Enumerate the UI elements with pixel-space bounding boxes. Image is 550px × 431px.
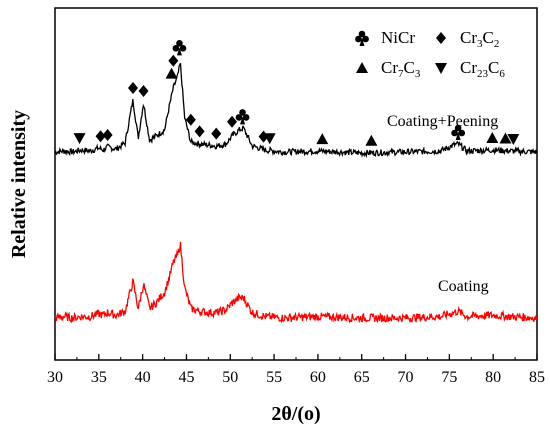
legend: NiCr Cr3C2 Cr7C3 Cr23C6 bbox=[355, 28, 505, 80]
peak-marker-diamond-2 bbox=[102, 129, 113, 141]
x-tick-label: 45 bbox=[178, 369, 194, 386]
legend-item-cr3c2: Cr3C2 bbox=[436, 28, 499, 50]
series-layer bbox=[54, 62, 538, 324]
legend-item-cr23c6: Cr23C6 bbox=[435, 58, 505, 80]
peak-marker-diamond-6 bbox=[168, 54, 179, 67]
triangle-up-icon bbox=[356, 62, 368, 73]
peak-marker-diamond-1 bbox=[95, 130, 106, 143]
peak-marker-diamond-10 bbox=[211, 127, 222, 140]
peak-marker-triangle-down-14 bbox=[263, 133, 276, 145]
annotation-coating: Coating bbox=[438, 278, 489, 295]
legend-item-cr7c3: Cr7C3 bbox=[356, 58, 421, 80]
legend-label-cr3c2: Cr3C2 bbox=[460, 28, 499, 50]
x-tick-label: 75 bbox=[441, 369, 457, 386]
x-tick-label: 55 bbox=[266, 369, 282, 386]
peak-marker-triangle-up-5 bbox=[165, 67, 178, 79]
legend-symbol-diamond bbox=[436, 32, 446, 44]
club-icon bbox=[355, 30, 369, 46]
peak-marker-triangle-down-0 bbox=[73, 133, 86, 145]
peak-marker-layer bbox=[73, 40, 520, 146]
x-tick-label: 65 bbox=[354, 369, 370, 386]
x-tick-label: 80 bbox=[485, 369, 501, 386]
x-tick-label: 30 bbox=[47, 369, 63, 386]
series-line-coating bbox=[54, 241, 538, 324]
legend-symbol-club bbox=[355, 30, 369, 46]
peak-marker-triangle-down-20 bbox=[507, 134, 520, 145]
x-tick-label: 50 bbox=[222, 369, 238, 386]
peak-marker-club-7 bbox=[172, 40, 187, 56]
diamond-icon bbox=[436, 32, 446, 44]
peak-marker-diamond-4 bbox=[138, 85, 149, 97]
peak-marker-triangle-up-19 bbox=[499, 132, 512, 144]
peak-marker-club-12 bbox=[235, 109, 250, 125]
annotation-coating-peening: Coating+Peening bbox=[387, 113, 498, 130]
x-tick-label: 60 bbox=[310, 369, 326, 386]
series-line-coating-peening bbox=[54, 62, 538, 159]
x-tick-label: 35 bbox=[91, 369, 107, 386]
x-tick-label: 40 bbox=[135, 369, 151, 386]
legend-label-cr23c6: Cr23C6 bbox=[460, 58, 505, 80]
triangle-down-icon bbox=[435, 63, 447, 74]
legend-symbol-triangle-up bbox=[356, 62, 368, 73]
x-tick-label: 70 bbox=[398, 369, 414, 386]
peak-marker-diamond-11 bbox=[227, 115, 238, 128]
peak-marker-diamond-3 bbox=[127, 82, 138, 94]
x-tick-label: 85 bbox=[529, 369, 545, 386]
peak-marker-diamond-9 bbox=[194, 125, 205, 138]
peak-marker-club-17 bbox=[451, 124, 466, 140]
peak-marker-diamond-8 bbox=[185, 113, 196, 126]
legend-item-nicr: NiCr bbox=[355, 28, 415, 47]
legend-label-nicr: NiCr bbox=[381, 28, 415, 47]
peak-marker-triangle-up-18 bbox=[486, 132, 499, 144]
x-axis-title: 2θ/(o) bbox=[271, 403, 320, 425]
peak-marker-triangle-up-16 bbox=[365, 134, 378, 146]
legend-symbol-triangle-down bbox=[435, 63, 447, 74]
y-axis-title: Relative intensity bbox=[8, 110, 30, 258]
x-axis-ticks: 30 35 40 45 50 55 60 65 70 75 80 85 bbox=[47, 354, 545, 386]
legend-label-cr7c3: Cr7C3 bbox=[381, 58, 421, 80]
peak-marker-triangle-up-15 bbox=[316, 133, 329, 145]
